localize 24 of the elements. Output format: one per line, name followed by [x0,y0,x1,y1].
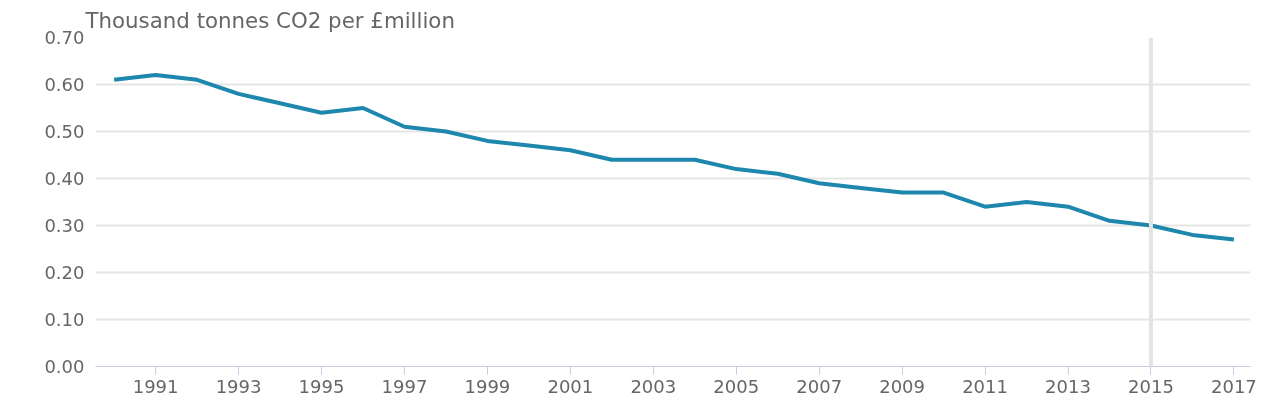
y-tick-label: 0.60 [44,74,85,95]
x-tick-label: 2003 [630,375,677,397]
x-tick-label: 2005 [713,375,760,397]
x-tick-label: 1991 [132,375,179,397]
x-tick-label: 2007 [796,375,843,397]
x-tick-label: 1999 [464,375,511,397]
line-series [112,73,1236,242]
chart-title: Thousand tonnes CO2 per £million [84,7,455,33]
y-tick-label: 0.70 [44,27,85,48]
x-tick-label: 2017 [1211,375,1257,397]
x-tick-label: 2015 [1128,375,1174,397]
x-tick-label: 2001 [547,375,594,397]
y-tick-label: 0.30 [44,215,85,236]
y-tick-label: 0.00 [44,356,85,377]
x-tick-label: 2013 [1045,375,1091,397]
x-tick-label: 1993 [215,375,262,397]
y-tick-label: 0.20 [44,262,85,283]
y-tick-label: 0.40 [44,168,85,189]
x-tick-label: 2009 [879,375,926,397]
x-tick-label: 2011 [962,375,1008,397]
x-tick-label: 1995 [298,375,345,397]
x-tick-label: 1997 [381,375,428,397]
y-tick-label: 0.10 [44,309,85,330]
y-tick-label: 0.50 [44,121,85,142]
